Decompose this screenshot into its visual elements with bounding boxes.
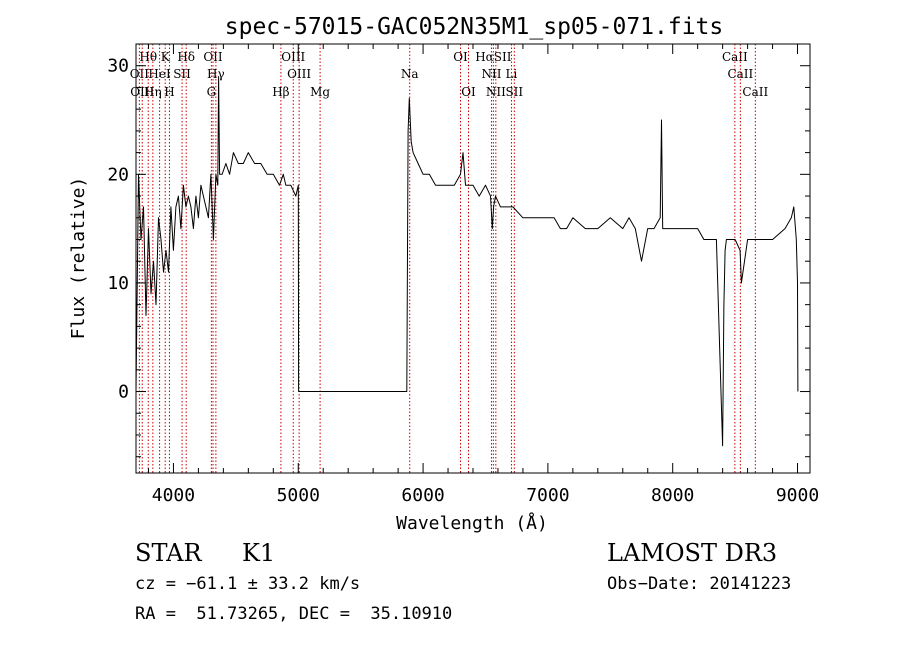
marker-label-14: NII — [481, 67, 501, 81]
x-axis-label: Wavelength (Å) — [396, 512, 548, 534]
marker-label-2: Hδ — [177, 50, 195, 64]
marker-label-10: SII — [173, 67, 191, 81]
flux-series — [135, 76, 799, 447]
marker-label-0: Hθ — [139, 50, 157, 64]
y-tick-label-0: 0 — [118, 382, 129, 403]
x-tick-label-8000: 8000 — [651, 485, 694, 506]
plot-frame — [135, 43, 811, 474]
y-axis-label: Flux (relative) — [68, 177, 89, 340]
obs-date: Obs−Date: 20141223 — [607, 574, 792, 594]
series-line-flux — [135, 76, 799, 447]
marker-label-18: Hη — [144, 85, 162, 99]
coordinates: RA = 51.73265, DEC = 35.10910 — [135, 604, 453, 624]
x-tick-label-9000: 9000 — [776, 485, 819, 506]
marker-label-11: Hγ — [207, 67, 225, 81]
axes: 4000 5000 6000 7000 8000 9000 0 10 20 30 — [107, 43, 819, 506]
marker-label-26: CaII — [742, 85, 768, 99]
marker-label-9: HeI — [148, 67, 171, 81]
marker-label-5: OI — [453, 50, 468, 64]
marker-label-23: OI — [461, 85, 476, 99]
marker-label-7: CaII — [722, 50, 748, 64]
marker-label-22: Mg — [310, 85, 330, 99]
object-class: STAR — [135, 539, 202, 567]
marker-label-16: CaII — [727, 67, 753, 81]
marker-label-15: Li — [506, 67, 518, 81]
y-tick-label-20: 20 — [107, 164, 129, 185]
survey-name: LAMOST DR3 — [607, 539, 778, 567]
marker-label-12: OIII — [287, 67, 311, 81]
x-tick-label-7000: 7000 — [526, 485, 569, 506]
marker-label-4: OIII — [281, 50, 305, 64]
marker-label-24: NII — [486, 85, 506, 99]
x-tick-label-6000: 6000 — [401, 485, 444, 506]
chart-title: spec-57015-GAC052N35M1_sp05-071.fits — [225, 14, 724, 40]
object-subclass: K1 — [242, 539, 276, 567]
marker-label-3: OII — [203, 50, 223, 64]
marker-label-1: K — [161, 50, 171, 64]
marker-label-20: G — [207, 85, 217, 99]
marker-label-6: HαSII — [475, 50, 512, 64]
marker-label-13: Na — [401, 67, 419, 81]
marker-label-21: Hβ — [272, 85, 289, 99]
redshift-cz: cz = −61.1 ± 33.2 km/s — [135, 574, 361, 594]
marker-label-8: OII — [130, 67, 150, 81]
x-tick-label-4000: 4000 — [152, 485, 195, 506]
y-tick-label-30: 30 — [107, 56, 129, 77]
x-tick-label-5000: 5000 — [277, 485, 320, 506]
y-tick-label-10: 10 — [107, 273, 129, 294]
marker-label-19: H — [164, 85, 174, 99]
marker-label-25: SII — [505, 85, 523, 99]
